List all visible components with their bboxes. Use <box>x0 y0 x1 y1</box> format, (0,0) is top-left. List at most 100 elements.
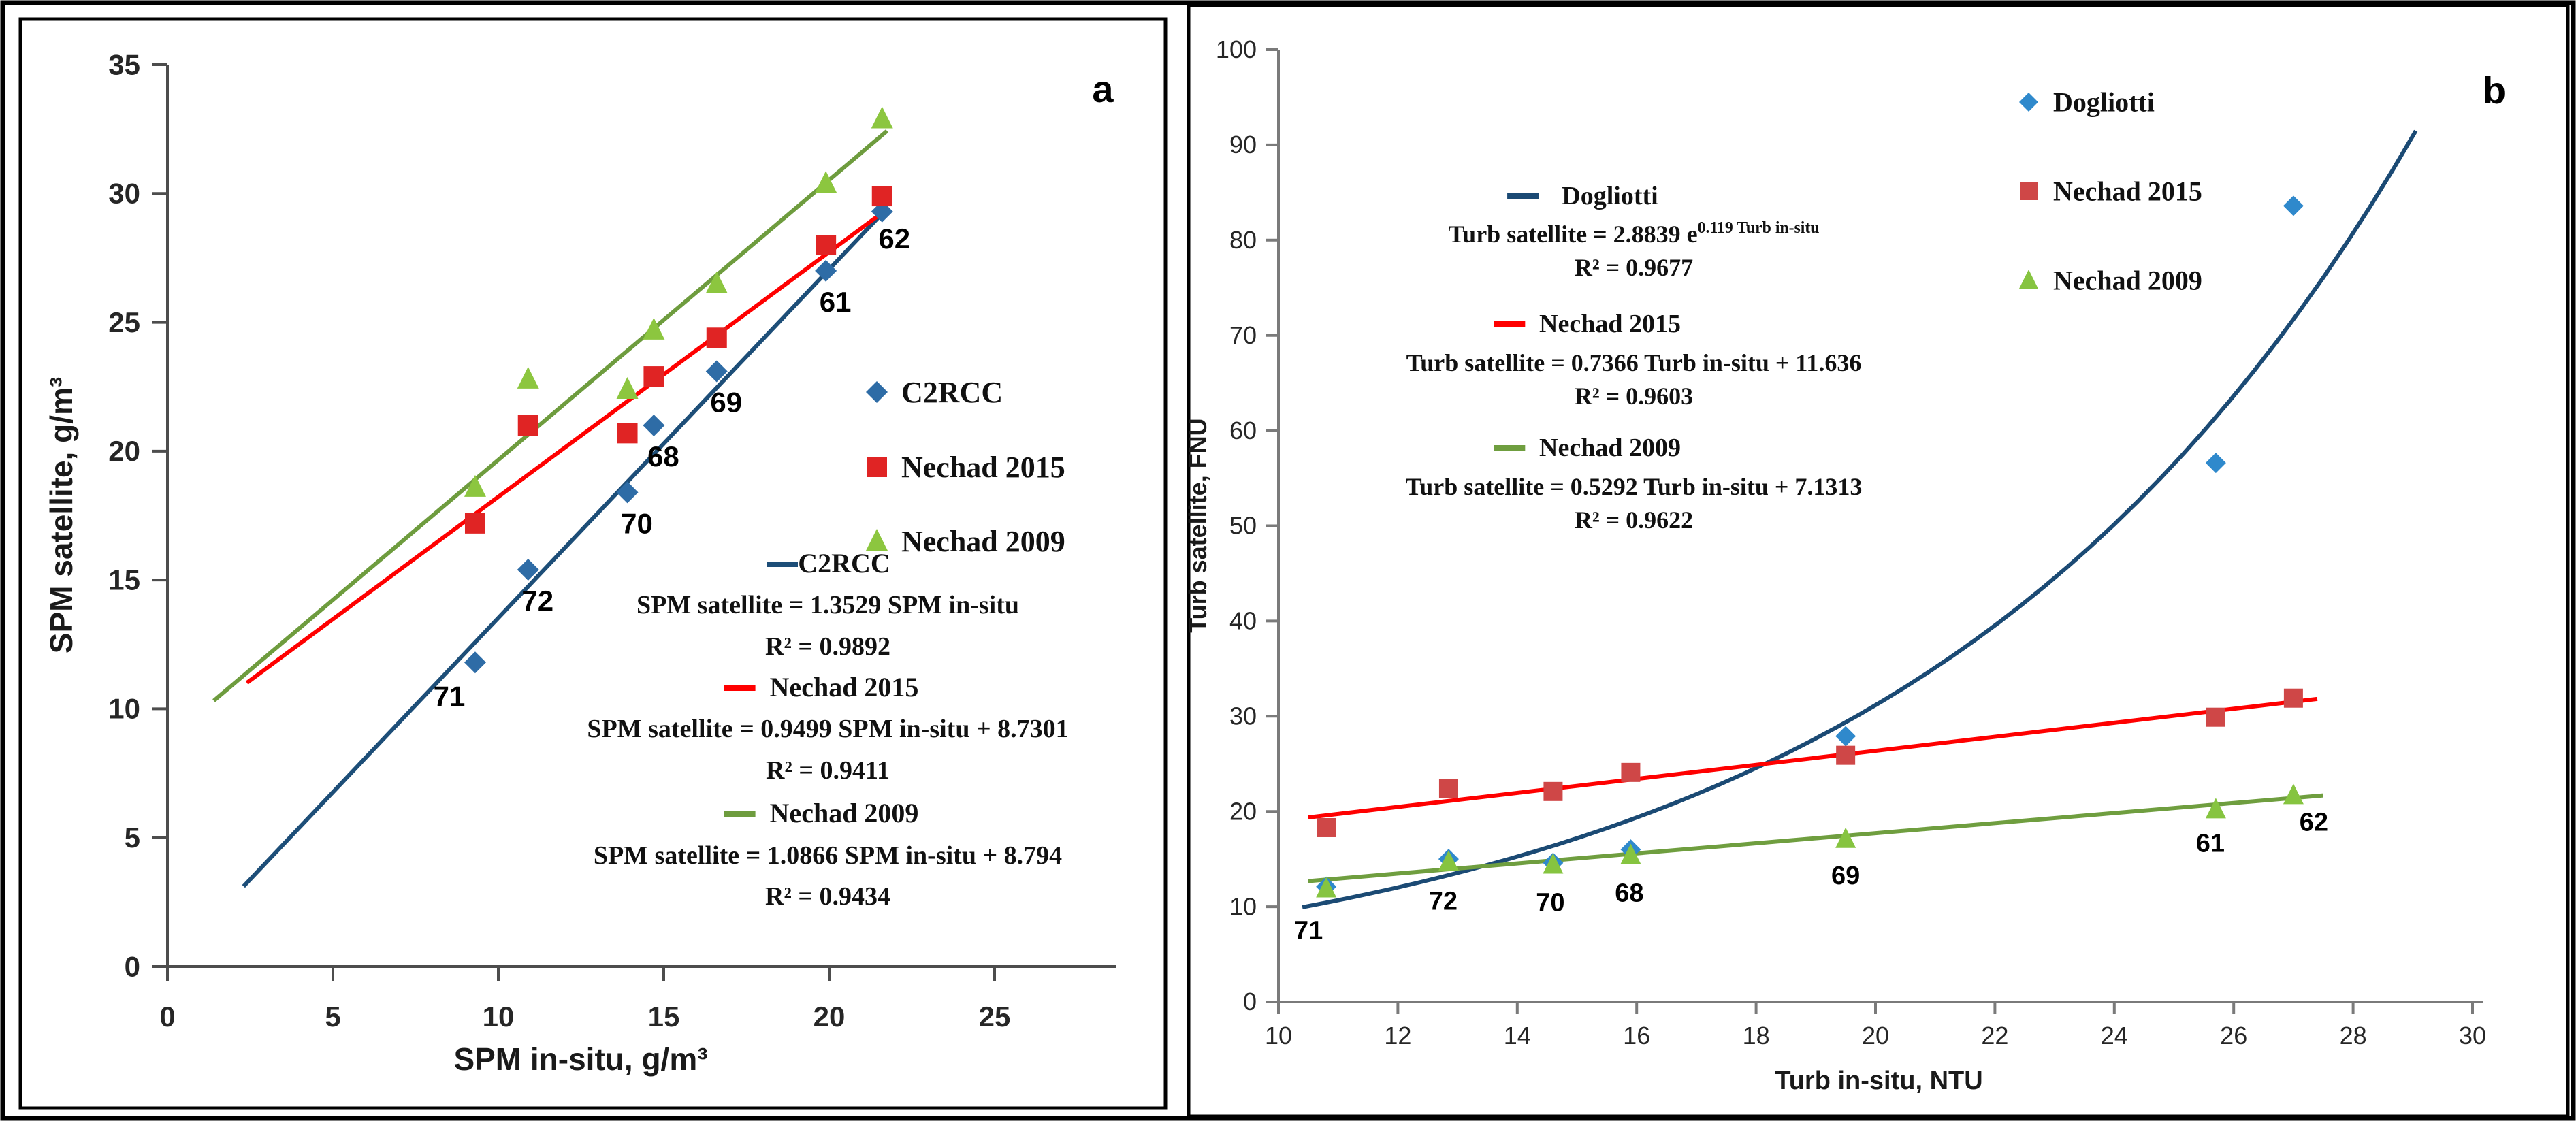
x-axis-title: SPM in-situ, g/m³ <box>453 1041 707 1077</box>
equation-r-squared: R² = 0.9677 <box>1575 254 1693 281</box>
trend-Nechad 2015 <box>245 207 888 685</box>
equation-r-squared: R² = 0.9892 <box>765 632 890 661</box>
y-tick-label: 30 <box>108 178 140 210</box>
legend-label: Nechad 2015 <box>2053 176 2202 207</box>
legend-square-icon <box>2020 182 2038 200</box>
legend: Dogliotti Nechad 2015 Nechad 2009 <box>2019 87 2202 296</box>
station-label: 70 <box>621 507 653 539</box>
series-C2RCC <box>464 200 893 674</box>
data-point <box>517 559 539 581</box>
data-point <box>643 415 665 437</box>
chart-panel-b: 10 12 14 16 18 20 22 24 26 28 30 0 10 20 30 40 50 60 70 80 9… <box>1184 3 2570 1118</box>
station-label: 71 <box>1294 917 1323 945</box>
data-point <box>1836 745 1856 765</box>
y-tick-label: 80 <box>1229 226 1257 254</box>
equation-r-squared: R² = 0.9411 <box>766 756 890 785</box>
x-tick-label: 20 <box>814 1001 846 1033</box>
data-point <box>2283 783 2304 805</box>
trend-Nechad 2009 <box>212 129 888 702</box>
equation-series-name: Nechad 2009 <box>1539 434 1681 462</box>
station-label: 68 <box>1615 879 1643 908</box>
y-tick-label: 90 <box>1229 131 1257 159</box>
x-tick-label: 30 <box>2459 1022 2486 1050</box>
data-point <box>617 423 638 444</box>
data-point <box>517 366 539 389</box>
data-point <box>816 235 837 256</box>
equation-text: Turb satellite = 0.7366 Turb in-situ + 1… <box>1406 349 1862 376</box>
legend-triangle-icon <box>866 529 888 551</box>
legend-label: Nechad 2009 <box>2053 265 2202 296</box>
x-tick-label: 25 <box>979 1001 1011 1033</box>
station-label: 70 <box>1536 889 1564 917</box>
y-tick-label: 70 <box>1229 321 1257 349</box>
station-label: 62 <box>878 223 910 255</box>
y-tick-label: 20 <box>1229 797 1257 825</box>
y-tick-label: 0 <box>1243 988 1257 1016</box>
x-tick-label: 16 <box>1623 1022 1650 1050</box>
equation-text: Turb satellite = 2.8839 e0.119 Turb in-s… <box>1448 219 1819 248</box>
legend-label: Nechad 2009 <box>901 525 1065 558</box>
legend-triangle-icon <box>2019 270 2038 289</box>
data-point <box>1835 827 1856 848</box>
x-tick-label: 20 <box>1862 1022 1889 1050</box>
legend-square-icon <box>867 457 887 477</box>
x-tick-label: 22 <box>1981 1022 2008 1050</box>
station-label: 68 <box>647 440 679 472</box>
station-label: 69 <box>1831 862 1860 890</box>
data-point <box>871 186 892 207</box>
chart-panel-a: 0 5 10 15 20 25 0 5 10 15 20 25 30 35 SPM in-situ, g/m… <box>18 17 1168 1110</box>
y-tick-label: 10 <box>108 693 140 725</box>
data-point <box>1438 850 1459 871</box>
panel-letter: a <box>1092 67 1114 110</box>
x-tick-label: 24 <box>2101 1022 2128 1050</box>
x-tick-label: 15 <box>648 1001 680 1033</box>
equation-series-name: Nechad 2015 <box>1539 310 1681 338</box>
trend-Nechad 2009 <box>1308 793 2324 883</box>
data-point <box>1543 853 1564 874</box>
data-point <box>1316 877 1337 898</box>
legend: C2RCC Nechad 2015 Nechad 2009 <box>866 376 1065 558</box>
data-point <box>2283 688 2303 708</box>
panel-letter: b <box>2483 69 2506 112</box>
equation-text: SPM satellite = 1.0866 SPM in-situ + 8.7… <box>594 841 1062 870</box>
data-point <box>1543 781 1563 801</box>
data-point <box>1621 762 1641 782</box>
panel-border-b <box>1187 3 2570 1118</box>
x-tick-label: 18 <box>1743 1022 1770 1050</box>
data-point <box>2205 798 2226 819</box>
data-point <box>464 651 486 674</box>
y-tick-label: 20 <box>108 435 140 467</box>
data-point <box>705 271 728 293</box>
tick-labels: 10 12 14 16 18 20 22 24 26 28 30 0 10 20 30 40 50 60 70 80 9… <box>1216 35 2486 1050</box>
data-point <box>464 513 485 534</box>
data-point <box>1620 843 1641 864</box>
data-point <box>616 481 639 504</box>
data-point <box>2206 707 2225 727</box>
legend-diamond-icon <box>2019 93 2038 112</box>
equation-series-name: Nechad 2015 <box>770 672 919 702</box>
station-label: 69 <box>710 387 742 419</box>
data-point <box>517 415 538 436</box>
data-point <box>2283 195 2304 216</box>
y-tick-label: 50 <box>1229 512 1257 540</box>
data-point <box>705 360 728 383</box>
y-tick-label: 0 <box>125 950 140 982</box>
y-tick-label: 100 <box>1216 35 1257 63</box>
trend-lines <box>1302 129 2418 909</box>
trend-Nechad 2015 <box>1308 696 2318 819</box>
data-point <box>643 366 664 387</box>
y-tick-label: 5 <box>125 822 140 854</box>
equations: C2RCC SPM satellite = 1.3529 SPM in-situ R… <box>587 548 1068 911</box>
equation-text: SPM satellite = 0.9499 SPM in-situ + 8.7… <box>587 715 1068 743</box>
data-point <box>616 377 639 400</box>
legend-label: C2RCC <box>901 376 1003 409</box>
equation-text: Turb satellite = 0.5292 Turb in-situ + 7… <box>1406 473 1863 500</box>
y-tick-label: 60 <box>1229 417 1257 444</box>
equation-series-name: Dogliotti <box>1562 182 1658 210</box>
data-point <box>2205 453 2226 474</box>
data-point <box>706 327 727 348</box>
station-label: 72 <box>521 585 553 617</box>
x-tick-label: 28 <box>2340 1022 2367 1050</box>
